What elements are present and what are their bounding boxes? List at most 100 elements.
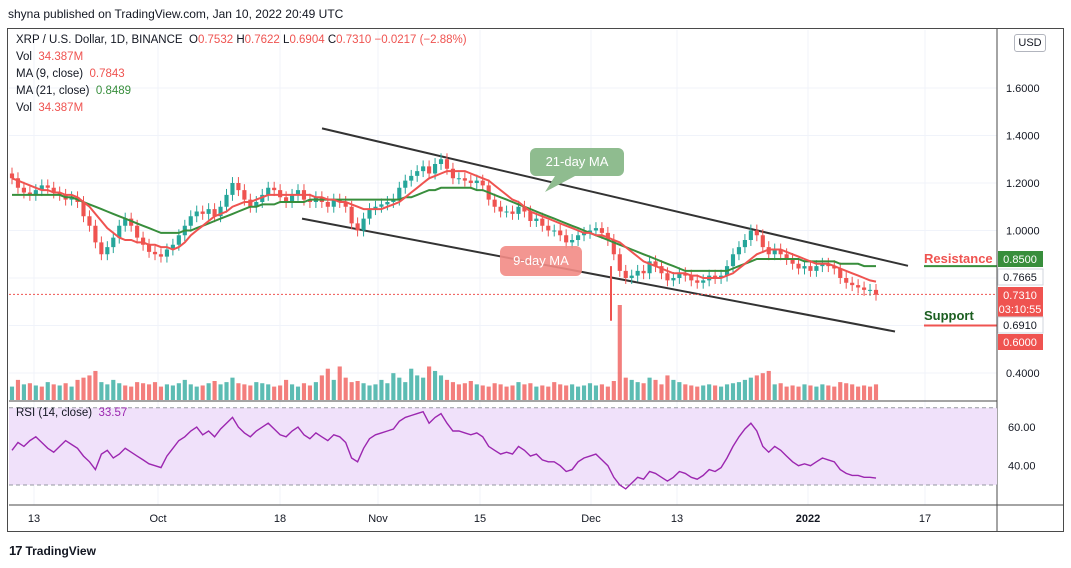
candle-body [605,232,610,240]
candle-body [343,202,348,207]
volume-bar [719,386,724,400]
candle-body [146,244,152,252]
time-tick-label: Dec [581,513,601,525]
vol-label[interactable]: Vol [16,51,32,63]
volume-bar [188,384,193,400]
candle-body [677,273,682,278]
tradingview-logo-icon: 17 [9,543,23,558]
volume-bar [200,385,205,400]
volume-bar [355,381,360,400]
volume-bar [146,384,152,400]
candle-body [522,206,527,212]
candle-body [778,249,783,255]
volume-bar [546,386,551,400]
candle-body [593,228,599,231]
ma9-line [11,170,877,283]
candle-body [510,211,515,214]
candle-body [105,247,110,255]
volume-bar [99,382,104,400]
volume-bar [373,384,378,400]
volume-bar [450,382,456,400]
candle-body [230,183,235,195]
vol2-label[interactable]: Vol [16,102,32,114]
volume-bar [444,379,450,400]
volume-bar [683,384,688,400]
footer-brand[interactable]: 17 TradingView [9,543,96,558]
legend-vol-row: Vol 34.387M [16,51,83,63]
volume-bar [87,375,92,400]
candle-body [653,261,658,267]
rsi-label[interactable]: RSI (14, close) [16,407,93,419]
ma21-label[interactable]: MA (21, close) [16,85,90,97]
price-tick-label: 0.4000 [1006,368,1040,380]
volume-bar [325,368,330,400]
legend-ohlc-row: XRP / U.S. Dollar, 1D, BINANCE O0.7532 H… [16,34,467,46]
candle-body [665,273,670,281]
rsi-tick-label: 40.00 [1008,461,1036,473]
volume-bar [260,383,265,400]
ma21-tag-label: 21-day MA [546,154,609,169]
volume-bar [742,379,747,400]
volume-bar [212,381,217,400]
volume-bar [397,377,402,400]
volume-bar [581,385,587,400]
volume-bar [641,383,646,400]
volume-bar [427,366,432,400]
volume-bar [695,386,700,400]
volume-bar [224,382,229,400]
price-label-text: 0.6910 [1003,320,1037,332]
volume-bar [480,385,485,400]
ma9-tag-bg [500,246,582,276]
time-tick-label: 17 [919,513,931,525]
price-label-text: 0.8500 [1003,254,1037,266]
candle-body [212,209,217,217]
open-label: O [188,34,198,46]
volume-bar [623,377,628,400]
price-label-box [998,334,1043,350]
candle-body [587,230,593,233]
candle-body [141,237,146,245]
candle-body [176,235,181,245]
volume-bar [51,384,56,400]
candle-body [581,232,587,236]
volume-bar [176,383,181,400]
volume-bar [385,383,390,400]
ma9-label[interactable]: MA (9, close) [16,68,84,80]
price-label-text: 0.7665 [1003,272,1037,284]
currency-button[interactable]: USD [1014,34,1046,52]
candle-body [158,254,164,257]
candle-body [236,183,241,191]
volume-bar [242,384,247,400]
candle-body [713,275,718,278]
volume-bar [498,384,503,400]
candle-body [260,194,265,202]
high-value: 0.7622 [244,34,280,46]
volume-bar [552,382,557,400]
candle-body [307,199,313,202]
candle-body [248,199,253,207]
volume-bar [701,385,706,400]
time-tick-label: 2022 [796,513,820,525]
volume-bar [123,385,128,400]
volume-bar [81,377,86,400]
volume-bar [707,384,712,400]
candle-body [629,275,634,278]
volume-bar [570,384,575,400]
volume-bar [796,386,801,400]
candle-body [623,270,628,278]
candle-body [844,278,849,283]
symbol-label[interactable]: XRP / U.S. Dollar, 1D, BINANCE [16,34,183,46]
candle-body [492,199,497,207]
volume-bar [760,373,765,400]
rsi-legend: RSI (14, close) 33.57 [16,407,127,419]
candle-body [45,185,50,188]
volume-bar [111,379,116,400]
candle-body [438,159,444,164]
volume-bar [331,379,336,400]
volume-bar [158,386,164,400]
candle-body [99,242,104,255]
volume-bar [486,386,491,400]
candle-body [81,202,86,217]
price-label-box [998,287,1043,303]
